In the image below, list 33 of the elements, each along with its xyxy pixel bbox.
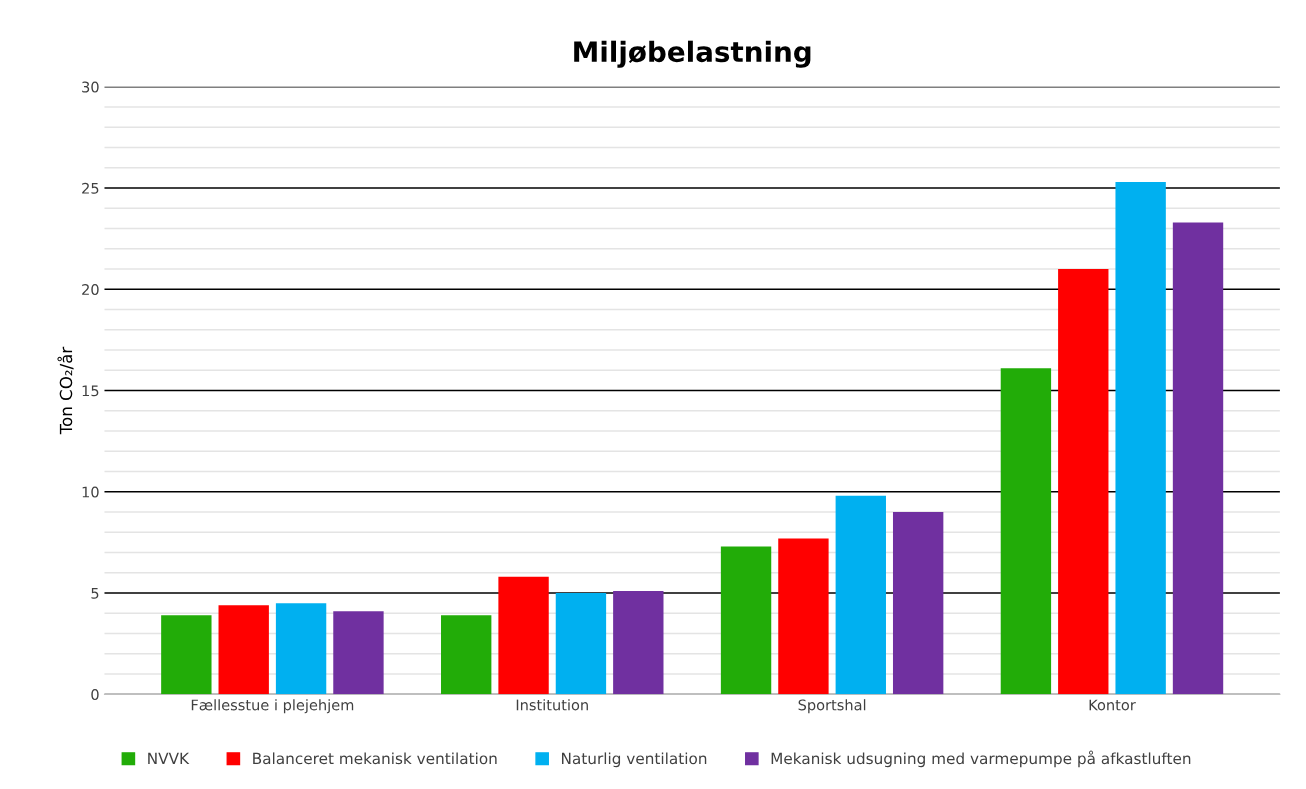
bar <box>1172 222 1224 695</box>
x-tick-label: Kontor <box>1089 699 1136 711</box>
x-tick-label: Fællesstue i plejehjem <box>191 699 354 714</box>
y-tick-label: 10 <box>82 486 99 498</box>
bar <box>275 603 327 695</box>
y-tick-label: 20 <box>82 284 99 296</box>
y-tick-label: 30 <box>82 81 99 93</box>
legend-label: Naturlig ventilation <box>562 752 707 768</box>
bar <box>498 576 549 695</box>
bar <box>835 495 886 695</box>
y-tick-label: 25 <box>82 182 99 194</box>
bar <box>218 605 269 695</box>
bar <box>892 512 944 695</box>
bar <box>441 615 492 695</box>
x-tick-label: Institution <box>516 699 588 711</box>
y-axis-title: Ton CO₂/år <box>57 346 74 435</box>
legend-label: NVVK <box>148 752 190 765</box>
bar <box>333 611 384 695</box>
x-tick-label: Sportshal <box>798 699 866 714</box>
legend-label: Balanceret mekanisk ventilation <box>253 752 497 765</box>
bar <box>161 615 212 695</box>
bar <box>778 538 829 695</box>
bar <box>613 591 664 695</box>
bar <box>555 593 607 695</box>
y-tick-label: 15 <box>82 385 99 397</box>
bar <box>1058 269 1109 695</box>
y-tick-label: 5 <box>91 587 99 599</box>
bar <box>1115 181 1166 695</box>
bar <box>1000 368 1052 695</box>
legend-label: Mekanisk udsugning med varmepumpe på afkastluften <box>771 750 1191 768</box>
y-tick-label: 0 <box>91 689 99 701</box>
chart-title: Miljøbelastning <box>574 40 811 68</box>
bar <box>720 546 772 695</box>
